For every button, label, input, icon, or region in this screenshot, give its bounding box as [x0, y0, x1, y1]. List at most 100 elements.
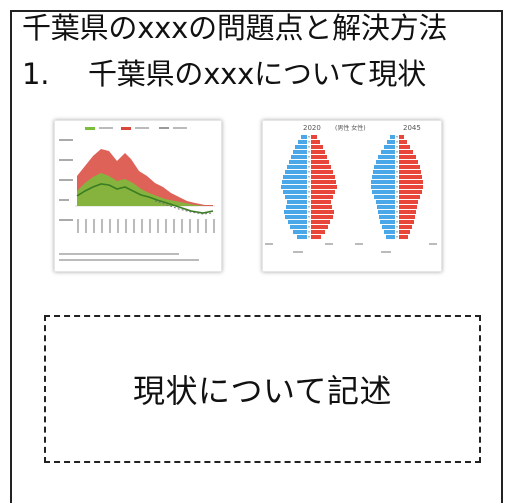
- slide-subtitle: 1. 千葉県のxxxについて現状: [22, 56, 502, 92]
- pyramid-age-label: [308, 166, 310, 168]
- pyramid-bar-female: [311, 150, 325, 154]
- pyramid-age-label: [396, 141, 398, 143]
- pyramid-bar-female: [311, 220, 330, 224]
- pyramid-bar-male: [382, 225, 395, 229]
- pyramid-bar-female: [399, 205, 417, 209]
- pyramid-bar-female: [399, 140, 407, 144]
- pyramid-age-label: [396, 206, 398, 208]
- pyramid-age-label: [308, 201, 310, 203]
- pyramid-bar-female: [399, 165, 420, 169]
- pyramid-age-label: [396, 231, 398, 233]
- pyramid-age-label: [396, 171, 398, 173]
- pyramid-bar-female: [311, 200, 331, 204]
- pyramid-bar-female: [311, 215, 333, 219]
- pyramid-bar-male: [293, 230, 307, 234]
- pyramid-age-label: [308, 156, 310, 158]
- pyramid-legend: (男性 女性): [335, 124, 366, 132]
- pyramid-chart-image: 2020 (男性 女性) 2045: [265, 124, 437, 253]
- pyramid-age-label: [308, 211, 310, 213]
- y-tick-labels: [59, 139, 73, 221]
- pyramid-bar-female: [399, 170, 421, 174]
- pyramid-bar-male: [387, 140, 395, 144]
- pyramid-bar-female: [399, 135, 404, 139]
- legend-swatch-gray: [159, 127, 169, 129]
- pyramid-age-label: [396, 166, 398, 168]
- pyramid-bar-male: [376, 200, 395, 204]
- text-placeholder-box[interactable]: 現状について記述: [44, 315, 481, 463]
- pyramid-bar-male: [378, 155, 395, 159]
- pyramid-bar-male: [287, 165, 307, 169]
- pyramid-bar-female: [311, 210, 334, 214]
- pyramid-bar-male: [301, 135, 307, 139]
- pyramid-bar-female: [399, 210, 416, 214]
- section-number: 1.: [22, 57, 50, 91]
- chart-thumbnail-trend[interactable]: [54, 120, 222, 272]
- pyramid-bar-male: [377, 205, 395, 209]
- pyramid-age-label: [308, 236, 310, 238]
- pyramid-bar-female: [311, 145, 323, 149]
- pyramid-bar-male: [286, 205, 307, 209]
- pyramid-bar-female: [399, 220, 414, 224]
- chart-thumbnail-pyramid[interactable]: 2020 (男性 女性) 2045: [262, 120, 442, 272]
- pyramid-bar-male: [293, 150, 307, 154]
- pyramid-year-left: 2020: [303, 124, 321, 132]
- pyramid-bar-female: [311, 190, 335, 194]
- pyramid-age-label: [308, 186, 310, 188]
- pyramid-age-label: [308, 231, 310, 233]
- pyramid-bar-male: [283, 175, 307, 179]
- pyramid-age-label: [308, 206, 310, 208]
- series-dark-green-line: [76, 183, 214, 214]
- pyramid-bar-female: [311, 230, 325, 234]
- slide-title: 千葉県のxxxの問題点と解決方法: [22, 11, 448, 45]
- pyramid-age-label: [396, 181, 398, 183]
- legend-text-3: [173, 127, 187, 129]
- pyramid-bar-male: [285, 215, 307, 219]
- pyramid-age-label: [308, 136, 310, 138]
- legend-text-2: [135, 127, 149, 129]
- pyramid-bar-female: [311, 165, 331, 169]
- pyramid-bar-male: [285, 195, 307, 199]
- pyramid-bar-female: [399, 225, 412, 229]
- legend-text-1: [99, 127, 113, 129]
- pyramid-bar-male: [289, 160, 307, 164]
- pyramid-bar-male: [298, 140, 307, 144]
- pyramid-bar-female: [399, 185, 423, 189]
- pyramid-age-label: [308, 151, 310, 153]
- pyramid-age-label: [308, 176, 310, 178]
- pyramid-bar-male: [374, 195, 395, 199]
- pyramid-bar-female: [399, 160, 418, 164]
- pyramid-bar-male: [376, 160, 395, 164]
- trend-chart-image: [59, 127, 215, 261]
- pyramid-age-label: [308, 141, 310, 143]
- pyramid-age-label: [308, 191, 310, 193]
- pyramid-bar-male: [285, 170, 307, 174]
- pyramid-bar-male: [378, 210, 395, 214]
- section-heading: 千葉県のxxxについて現状: [88, 57, 427, 91]
- pyramid-bar-male: [290, 225, 307, 229]
- pyramid-bar-female: [399, 235, 408, 239]
- pyramid-bar-male: [295, 145, 307, 149]
- pyramid-bar-male: [390, 135, 395, 139]
- pyramid-year-right: 2045: [403, 124, 421, 132]
- pyramid-age-label: [396, 236, 398, 238]
- pyramid-bar-male: [371, 180, 395, 184]
- caption-line-2: [59, 259, 199, 261]
- pyramid-bar-male: [287, 200, 307, 204]
- pyramid-bar-female: [311, 140, 320, 144]
- pyramid-age-label: [308, 146, 310, 148]
- pyramid-bar-female: [399, 155, 416, 159]
- pyramid-age-label: [396, 176, 398, 178]
- pyramid-age-label: [308, 171, 310, 173]
- pyramid-bar-male: [281, 185, 307, 189]
- pyramid-age-label: [396, 151, 398, 153]
- pyramid-bar-male: [384, 230, 395, 234]
- pyramid-bar-female: [311, 225, 328, 229]
- pyramid-bar-male: [291, 155, 307, 159]
- pyramid-age-label: [308, 221, 310, 223]
- pyramid-age-label: [396, 201, 398, 203]
- pyramid-bar-female: [311, 195, 333, 199]
- pyramid-bar-female: [311, 175, 335, 179]
- pyramid-age-label: [308, 161, 310, 163]
- pyramid-age-label: [396, 156, 398, 158]
- caption-line-1: [59, 253, 179, 255]
